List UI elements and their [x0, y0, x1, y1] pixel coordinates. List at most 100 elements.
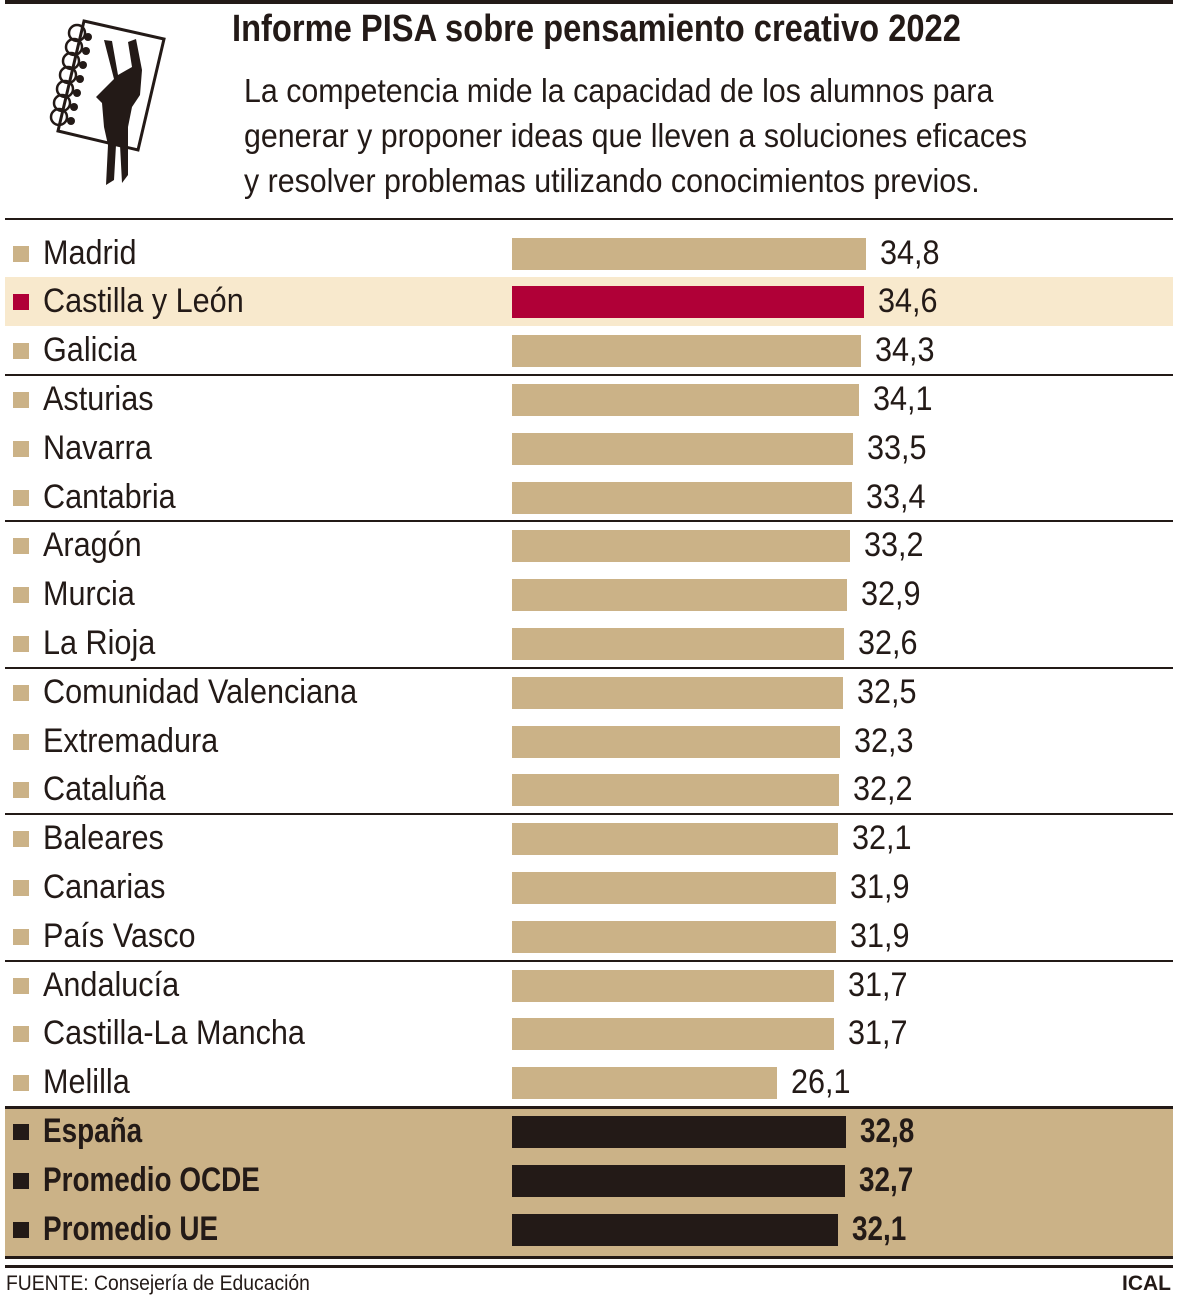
- value-label: 32,6: [857, 623, 918, 662]
- category-label: Cantabria: [43, 477, 176, 516]
- source-note: FUENTE: Consejería de Educación: [6, 1272, 310, 1295]
- legend-square: [13, 1173, 29, 1189]
- value-label: 32,5: [856, 672, 917, 711]
- category-label: España: [43, 1112, 143, 1150]
- category-label: Promedio UE: [43, 1210, 219, 1248]
- category-label: Navarra: [43, 428, 152, 467]
- category-label: Madrid: [43, 233, 137, 272]
- category-label: Castilla-La Mancha: [43, 1014, 305, 1053]
- bar: [512, 1116, 846, 1148]
- bar-row: Comunidad Valenciana 32,5: [5, 668, 1173, 717]
- bar-row: Castilla y León 34,6: [5, 277, 1173, 327]
- bar-row: Madrid 34,8: [5, 229, 1173, 278]
- category-label: Comunidad Valenciana: [43, 672, 358, 711]
- category-label: Baleares: [43, 819, 164, 858]
- legend-square: [13, 879, 29, 896]
- group-divider: [5, 813, 1173, 816]
- value-label: 33,2: [863, 526, 924, 565]
- category-label: Extremadura: [43, 721, 219, 760]
- category-label: Asturias: [43, 379, 154, 418]
- value-label: 34,1: [872, 379, 933, 418]
- top-rule: [5, 0, 1173, 4]
- group-divider: [5, 373, 1173, 376]
- legend-square: [13, 1124, 29, 1140]
- legend-square: [13, 684, 29, 701]
- category-label: Andalucía: [43, 965, 180, 1004]
- bar-row: Andalucía 31,7: [5, 961, 1173, 1010]
- legend-square: [13, 538, 29, 555]
- value-label: 31,7: [848, 1014, 908, 1053]
- bar-row: La Rioja 32,6: [5, 619, 1173, 668]
- bar-row: Cantabria 33,4: [5, 473, 1173, 522]
- bar: [512, 481, 852, 514]
- value-label: 31,7: [848, 965, 908, 1004]
- child-notebook-icon: [49, 19, 166, 185]
- bar-row: Navarra 33,5: [5, 424, 1173, 473]
- legend-square: [13, 1026, 29, 1043]
- legend-square: [13, 928, 29, 945]
- value-label: 32,8: [859, 1112, 914, 1150]
- bar: [512, 579, 847, 612]
- category-label: Cataluña: [43, 770, 166, 809]
- bar: [512, 1018, 835, 1051]
- legend-square: [13, 782, 29, 799]
- bar-row: España 32,8: [5, 1107, 1173, 1156]
- bar: [512, 1067, 778, 1100]
- value-label: 34,8: [879, 233, 940, 272]
- category-label: Castilla y León: [43, 282, 244, 321]
- chart-subtitle: La competencia mide la capacidad de los …: [244, 72, 1028, 199]
- bar-row: Cataluña 32,2: [5, 765, 1173, 814]
- category-label: Melilla: [43, 1063, 130, 1102]
- value-label: 34,6: [877, 282, 938, 321]
- legend-square: [13, 440, 29, 457]
- value-label: 31,9: [850, 916, 910, 955]
- bar: [512, 432, 853, 465]
- legend-square: [13, 587, 29, 604]
- category-label: Galicia: [43, 331, 137, 370]
- footer-rule: [5, 1265, 1173, 1268]
- legend-square: [13, 391, 29, 408]
- credit: ICAL: [1122, 1272, 1171, 1295]
- group-divider: [5, 959, 1173, 962]
- legend-square: [13, 294, 29, 311]
- value-label: 32,9: [860, 575, 921, 614]
- bar: [512, 969, 835, 1002]
- category-label: Murcia: [43, 575, 135, 614]
- category-label: País Vasco: [43, 916, 196, 955]
- bar-row: Promedio UE 32,1: [5, 1205, 1173, 1254]
- bar-row: Murcia 32,9: [5, 570, 1173, 619]
- bar: [512, 627, 844, 660]
- bar: [512, 725, 841, 758]
- bar: [512, 871, 837, 904]
- bar-row: Canarias 31,9: [5, 863, 1173, 912]
- bar-row: Aragón 33,2: [5, 521, 1173, 570]
- value-label: 32,2: [853, 770, 914, 809]
- bar: [512, 774, 840, 807]
- summary-top-rule: [5, 1105, 1173, 1109]
- value-label: 26,1: [791, 1063, 851, 1102]
- value-label: 32,3: [854, 721, 915, 760]
- bar-row: Galicia 34,3: [5, 326, 1173, 375]
- value-label: 32,7: [858, 1161, 913, 1199]
- value-label: 33,4: [865, 477, 926, 516]
- legend-square: [13, 733, 29, 750]
- category-label: Aragón: [43, 526, 142, 565]
- category-label: Promedio OCDE: [43, 1161, 260, 1199]
- bar-row: Baleares 32,1: [5, 814, 1173, 863]
- value-label: 34,3: [874, 331, 935, 370]
- legend-square: [13, 1075, 29, 1092]
- bar: [512, 383, 859, 416]
- bar-row: Castilla-La Mancha 31,7: [5, 1009, 1173, 1058]
- legend-square: [13, 343, 29, 360]
- bar-row: Promedio OCDE 32,7: [5, 1156, 1173, 1205]
- chart-title: Informe PISA sobre pensamiento creativo …: [232, 8, 961, 50]
- bar: [512, 920, 837, 953]
- group-divider: [5, 666, 1173, 669]
- bar: [512, 286, 864, 319]
- legend-square: [13, 831, 29, 848]
- value-label: 31,9: [850, 867, 910, 906]
- header-divider: [5, 218, 1173, 220]
- group-divider: [5, 520, 1173, 523]
- bar: [512, 823, 839, 856]
- legend-square: [13, 245, 29, 262]
